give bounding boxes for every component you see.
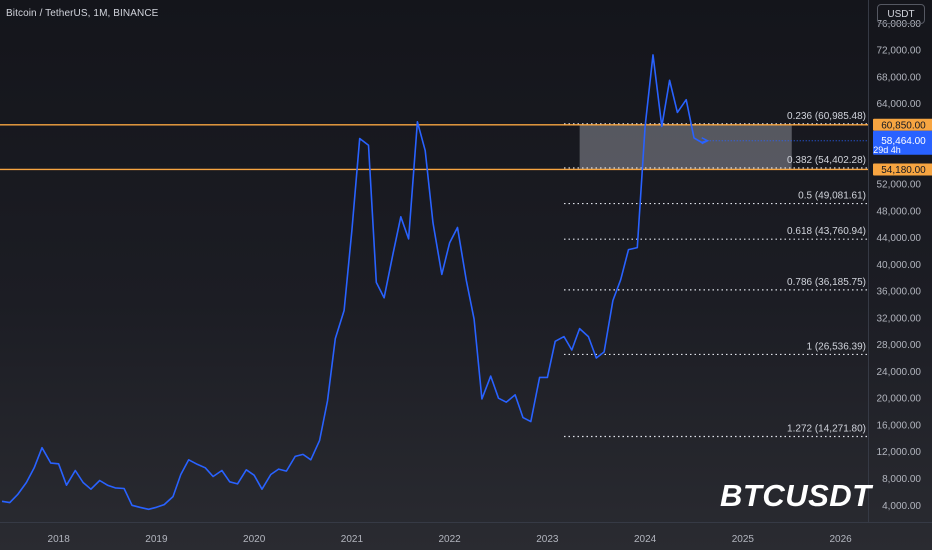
time-tick-label: 2025 [732,534,755,545]
price-tick-label: 40,000.00 [877,260,922,271]
level-price-badge-box [873,118,932,131]
fib-level-label: 1 (26,536.39) [807,341,867,352]
time-tick-label: 2020 [243,534,266,545]
fib-level-label: 0.618 (43,760.94) [787,226,866,237]
last-price-badge-box [873,130,932,155]
price-tick-label: 16,000.00 [877,420,922,431]
fib-level-label: 1.272 (14,271.80) [787,424,866,435]
time-tick-label: 2023 [536,534,559,545]
price-tick-label: 76,000.00 [877,19,922,30]
price-tick-label: 4,000.00 [882,501,921,512]
time-tick-label: 2024 [634,534,657,545]
price-tick-label: 24,000.00 [877,367,922,378]
price-tick-label: 52,000.00 [877,180,922,191]
price-tick-label: 72,000.00 [877,46,922,57]
highlight-zone [579,124,792,170]
price-tick-label: 36,000.00 [877,287,922,298]
last-price-badge-text: 58,464.00 [881,136,926,147]
time-tick-label: 2026 [830,534,853,545]
symbol-watermark: BTCUSDT [720,478,872,513]
fib-level-label: 0.236 (60,985.48) [787,111,866,122]
price-tick-label: 20,000.00 [877,394,922,405]
time-tick-label: 2022 [439,534,462,545]
price-tick-label: 68,000.00 [877,72,922,83]
fib-level-label: 0.382 (54,402.28) [787,155,866,166]
level-price-badge-box [873,163,932,176]
price-tick-label: 32,000.00 [877,313,922,324]
price-line [1,54,707,511]
price-tick-label: 48,000.00 [877,206,922,217]
price-tick-label: 64,000.00 [877,99,922,110]
countdown-text: 29d 4h [873,145,901,155]
price-tick-label: 44,000.00 [877,233,922,244]
fib-level-label: 0.5 (49,081.61) [798,191,866,202]
level-price-badge-text: 60,850.00 [881,120,926,131]
price-tick-label: 8,000.00 [882,474,921,485]
last-price-arrow [701,137,710,145]
symbol-title: Bitcoin / TetherUS, 1M, BINANCE [6,8,159,19]
time-tick-label: 2019 [145,534,168,545]
time-tick-label: 2021 [341,534,364,545]
currency-button[interactable]: USDT [877,4,925,24]
fib-level-label: 0.786 (36,185.75) [787,277,866,288]
price-tick-label: 12,000.00 [877,447,922,458]
price-tick-label: 28,000.00 [877,340,922,351]
level-price-badge-text: 54,180.00 [881,165,926,176]
time-tick-label: 2018 [48,534,71,545]
